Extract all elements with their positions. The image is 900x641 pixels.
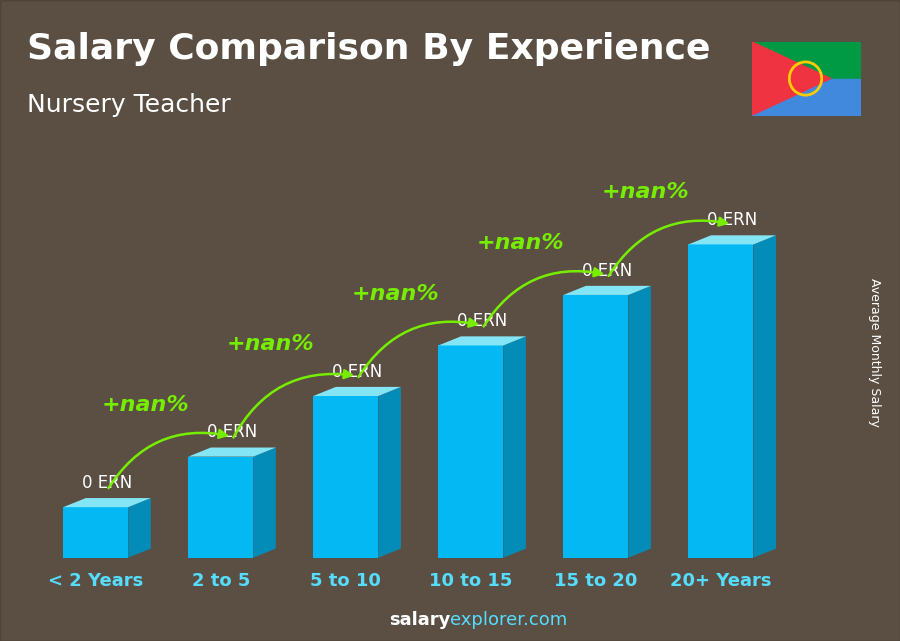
Text: +nan%: +nan% [477, 233, 564, 253]
Polygon shape [503, 337, 526, 558]
Polygon shape [188, 447, 275, 456]
Text: 0 ERN: 0 ERN [707, 212, 757, 229]
Text: Nursery Teacher: Nursery Teacher [27, 93, 230, 117]
Text: +nan%: +nan% [602, 183, 689, 203]
Polygon shape [63, 507, 129, 558]
Polygon shape [378, 387, 400, 558]
Polygon shape [438, 345, 503, 558]
Polygon shape [563, 295, 628, 558]
Polygon shape [688, 235, 776, 244]
Text: Salary Comparison By Experience: Salary Comparison By Experience [27, 32, 710, 66]
Polygon shape [188, 456, 253, 558]
Polygon shape [563, 286, 651, 295]
Text: 0 ERN: 0 ERN [582, 262, 633, 279]
Text: salary: salary [389, 612, 450, 629]
Text: +nan%: +nan% [102, 395, 190, 415]
Polygon shape [438, 337, 526, 345]
Polygon shape [753, 235, 776, 558]
Polygon shape [628, 286, 651, 558]
Text: 0 ERN: 0 ERN [457, 312, 508, 330]
Text: 0 ERN: 0 ERN [82, 474, 132, 492]
Polygon shape [313, 396, 378, 558]
Text: 0 ERN: 0 ERN [332, 363, 382, 381]
Text: +nan%: +nan% [352, 283, 440, 304]
Polygon shape [752, 42, 831, 115]
Polygon shape [253, 447, 275, 558]
Polygon shape [313, 387, 400, 396]
Polygon shape [129, 498, 151, 558]
Text: explorer.com: explorer.com [450, 612, 567, 629]
Polygon shape [63, 498, 151, 507]
Text: Average Monthly Salary: Average Monthly Salary [868, 278, 881, 427]
Text: +nan%: +nan% [227, 334, 315, 354]
Text: 0 ERN: 0 ERN [207, 424, 257, 442]
Polygon shape [688, 244, 753, 558]
